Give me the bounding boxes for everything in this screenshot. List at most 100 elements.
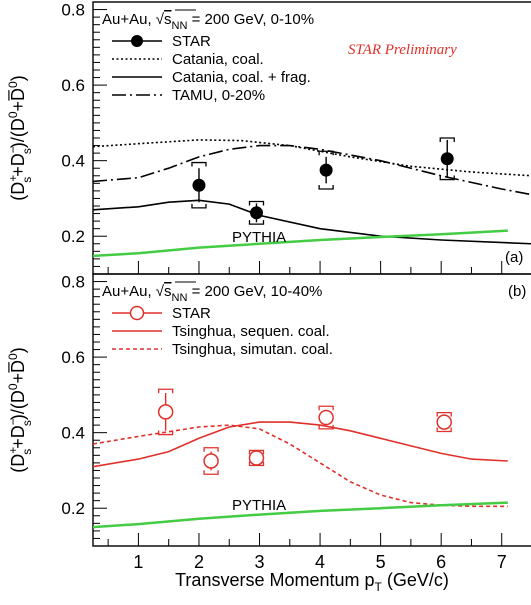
ylabel-part: )/(D	[8, 390, 28, 420]
ylabel-part: (D	[8, 454, 28, 473]
sqrt-s: s	[164, 283, 172, 300]
data-point	[318, 405, 334, 430]
sys-bracket	[436, 427, 452, 433]
pythia-label: PYTHIA	[232, 497, 286, 514]
ylabel-sup: 0	[6, 383, 20, 390]
sys-bracket	[203, 447, 219, 452]
data-point	[203, 447, 219, 475]
series-line-2	[93, 199, 531, 245]
panel-b: 0.20.40.60.8(D+s+D−s)/(D0+D̅0)Au+Au, √sN…	[6, 273, 531, 594]
marker-filled	[440, 152, 454, 166]
panel-label: (b)	[508, 283, 526, 300]
x-tick-label: 6	[436, 552, 446, 572]
x-tick-label: 5	[376, 552, 386, 572]
marker-open	[436, 414, 452, 430]
data-point	[436, 411, 452, 433]
marker-open	[318, 409, 334, 426]
ylabel-sub: s	[20, 449, 34, 455]
sys-bracket	[318, 150, 334, 156]
x-tick-label: 7	[497, 552, 507, 572]
sys-bracket	[318, 424, 334, 430]
series-line-1	[93, 139, 531, 177]
ylabel-part: +D	[8, 425, 28, 449]
panel-a: 0.20.40.60.8(D+s+D−s)/(D0+D̅0)Au+Au, √sN…	[6, 1, 531, 275]
sys-bracket	[439, 175, 455, 181]
sqrt-sub: NN	[172, 292, 188, 304]
x-tick-label: 3	[255, 552, 265, 572]
ylabel-part: )	[8, 75, 28, 81]
sqrt-sign: √	[156, 11, 165, 28]
marker-filled	[249, 206, 263, 220]
sys-bracket	[191, 161, 207, 167]
sqrt-sub: NN	[172, 20, 188, 32]
system-prefix: Au+Au,	[102, 11, 156, 28]
ylabel-sub: s	[20, 177, 34, 183]
plot-area	[93, 388, 508, 529]
series-line-3	[93, 501, 508, 529]
y-tick-label: 0.8	[61, 1, 85, 20]
legend-label: STAR	[172, 305, 211, 322]
y-tick-label: 0.6	[61, 348, 85, 367]
sys-bracket	[158, 388, 174, 394]
system-label: Au+Au, √sNN = 200 GeV, 0-10%	[102, 11, 314, 32]
ylabel-sup: 0	[6, 111, 20, 118]
series-line-1	[93, 421, 508, 468]
system-suffix: = 200 GeV, 10-40%	[187, 283, 322, 300]
pythia-label: PYTHIA	[232, 229, 286, 246]
sys-bracket	[158, 430, 174, 436]
ylabel-part: +D	[8, 153, 28, 177]
marker-open	[203, 453, 219, 469]
ylabel-sup: +	[6, 447, 20, 454]
preliminary-watermark: STAR Preliminary	[348, 42, 457, 58]
sys-bracket	[436, 411, 452, 417]
legend-marker	[131, 35, 143, 47]
system-prefix: Au+Au,	[102, 283, 156, 300]
ylabel-sup: 0	[6, 353, 20, 360]
legend-label: Catania, coal. + frag.	[172, 69, 311, 86]
ylabel-sub: s	[20, 420, 34, 426]
legend-label: Tsinghua, simutan. coal.	[172, 341, 333, 358]
ylabel-part: +D̅	[8, 88, 28, 112]
sys-bracket	[248, 220, 265, 225]
x-tick-label: 2	[194, 552, 204, 572]
marker-open	[157, 404, 174, 420]
sqrt-s: s	[164, 11, 172, 28]
y-tick-label: 0.4	[61, 424, 85, 443]
data-point	[439, 137, 455, 181]
sys-bracket	[439, 137, 455, 142]
series-line-2	[93, 424, 508, 508]
ylabel-sup: −	[6, 418, 20, 425]
ylabel-part: )/(D	[8, 118, 28, 148]
legend-label: Tsinghua, sequen. coal.	[172, 323, 330, 340]
legend-marker	[129, 305, 145, 321]
y-tick-label: 0.4	[61, 152, 85, 171]
xlabel-main: Transverse Momentum p	[175, 570, 374, 590]
ylabel-sup: −	[6, 146, 20, 153]
ylabel-part: (D	[8, 182, 28, 201]
y-tick-label: 0.6	[61, 76, 85, 95]
data-point	[248, 449, 265, 467]
sqrt-sign: √	[156, 283, 165, 300]
ylabel-sup: 0	[6, 81, 20, 88]
marker-filled	[319, 163, 333, 177]
y-axis-label: (D+s+D−s)/(D0+D̅0)	[6, 75, 34, 200]
series-line-3	[93, 144, 531, 196]
sys-bracket	[248, 200, 265, 206]
y-axis-label: (D+s+D−s)/(D0+D̅0)	[6, 347, 34, 472]
ylabel-part: )	[8, 347, 28, 353]
x-tick-label: 1	[133, 552, 143, 572]
xlabel-sub: T	[375, 580, 383, 594]
marker-filled	[192, 178, 206, 192]
data-point	[318, 150, 334, 190]
panel-label: (a)	[505, 249, 523, 266]
sys-bracket	[191, 203, 207, 209]
plot-area	[93, 137, 531, 258]
sys-bracket	[318, 405, 334, 411]
x-tick-label: 4	[315, 552, 325, 572]
y-tick-label: 0.2	[61, 227, 85, 246]
system-label: Au+Au, √sNN = 200 GeV, 10-40%	[102, 283, 322, 304]
data-point	[191, 161, 207, 209]
